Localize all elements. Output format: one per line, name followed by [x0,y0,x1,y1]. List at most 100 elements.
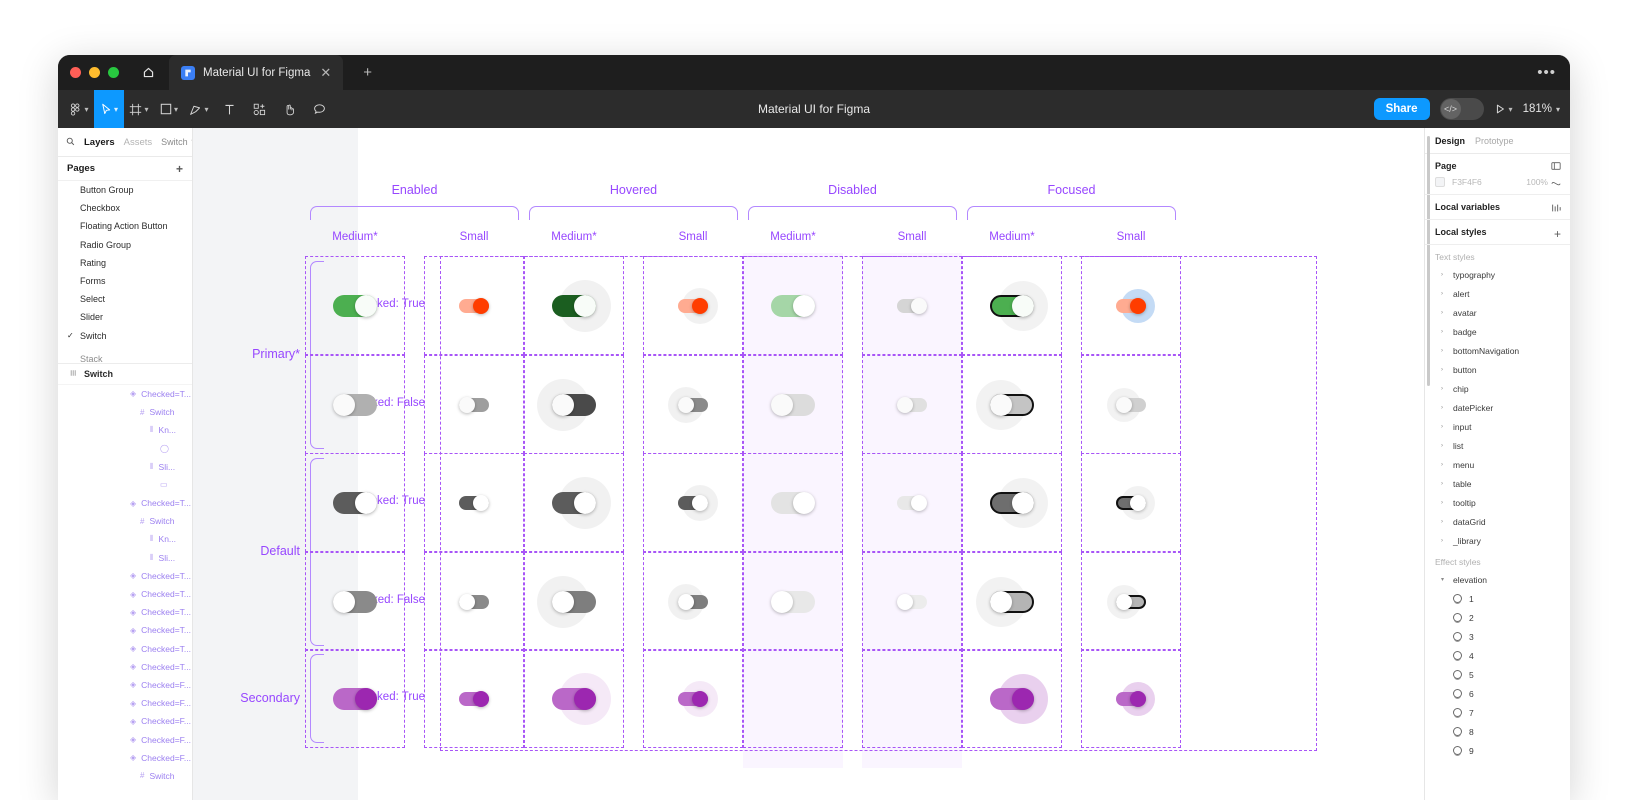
tab-prototype[interactable]: Prototype [1475,135,1514,146]
page-item[interactable]: Rating [58,254,192,272]
text-style-item[interactable]: › datePicker [1425,398,1570,417]
elevation-item[interactable]: 4 [1425,646,1570,665]
page-item[interactable]: Forms [58,272,192,290]
window-controls[interactable] [70,67,119,78]
page-item[interactable]: Button Group [58,181,192,199]
overflow-menu-icon[interactable]: ••• [1537,64,1556,81]
add-style-icon[interactable]: + [1553,227,1561,241]
switch-hovered-small-unchecked[interactable] [668,583,708,620]
switch-hovered-small-checked[interactable] [678,680,718,717]
elevation-item[interactable]: 6 [1425,684,1570,703]
elevation-item[interactable]: 9 [1425,741,1570,760]
text-style-item[interactable]: › bottomNavigation [1425,341,1570,360]
page-item[interactable]: Stack [58,345,192,363]
switch-hovered-medium-unchecked[interactable] [537,378,596,431]
switch-hovered-medium-unchecked[interactable] [537,575,596,628]
close-icon[interactable]: ✕ [320,65,332,80]
text-style-item[interactable]: › typography [1425,265,1570,284]
layer-item[interactable]: ◈ Checked=T... [58,585,192,603]
switch-focused-medium-checked[interactable] [990,280,1048,331]
share-button[interactable]: Share [1373,98,1430,120]
switch-hovered-medium-checked[interactable] [552,279,611,332]
shape-tool-icon[interactable]: ▾ [154,90,184,128]
switch-hovered-small-checked[interactable] [678,287,718,324]
switch-disabled-medium-unchecked[interactable] [771,393,815,416]
switch-enabled-small-unchecked[interactable] [459,396,489,413]
page-item[interactable]: ✓ Switch [58,327,192,345]
frame-tool-icon[interactable]: ▾ [124,90,154,128]
switch-disabled-medium-unchecked[interactable] [771,590,815,613]
text-style-item[interactable]: › dataGrid [1425,512,1570,531]
switch-focused-medium-unchecked[interactable] [976,576,1034,627]
switch-enabled-medium-checked[interactable] [333,687,377,710]
layer-item[interactable]: ◈ Checked=F... [58,730,192,748]
layer-item[interactable]: ◈ Checked=F... [58,749,192,767]
switch-enabled-small-checked[interactable] [459,494,489,511]
switch-focused-small-checked[interactable] [1116,288,1155,323]
layer-item[interactable]: ◈ Checked=F... [58,712,192,730]
page-item[interactable]: Slider [58,308,192,326]
pen-tool-icon[interactable]: ▾ [184,90,214,128]
layer-item[interactable]: ◈ Checked=T... [58,658,192,676]
text-style-item[interactable]: › menu [1425,455,1570,474]
text-style-item[interactable]: › badge [1425,322,1570,341]
switch-enabled-small-checked[interactable] [459,690,489,707]
text-style-item[interactable]: › _library [1425,531,1570,550]
layer-item[interactable]: ▭ [58,476,192,494]
layer-item[interactable]: # Switch [58,403,192,421]
switch-disabled-small-unchecked[interactable] [897,593,927,610]
page-settings-icon[interactable] [1551,161,1561,174]
layer-item[interactable]: ⦀ Sli... [58,458,192,476]
elevation-item[interactable]: 2 [1425,608,1570,627]
layer-item[interactable]: ⦀ Kn... [58,530,192,548]
search-icon[interactable] [66,133,75,151]
switch-hovered-small-unchecked[interactable] [668,386,708,423]
elevation-item[interactable]: 8 [1425,722,1570,741]
page-item[interactable]: Radio Group [58,236,192,254]
elevation-item[interactable]: 3 [1425,627,1570,646]
file-tab[interactable]: Material UI for Figma ✕ [169,55,344,90]
layer-item[interactable]: ◈ Checked=T... [58,621,192,639]
switch-enabled-small-checked[interactable] [459,297,489,314]
text-tool-icon[interactable] [214,90,244,128]
switch-disabled-medium-checked[interactable] [771,294,815,317]
resources-tool-icon[interactable] [244,90,274,128]
switch-disabled-medium-checked[interactable] [771,491,815,514]
page-item[interactable]: Select [58,290,192,308]
layer-item[interactable]: ◈ Checked=T... [58,603,192,621]
text-style-item[interactable]: › table [1425,474,1570,493]
effect-group-elevation[interactable]: ▾ elevation [1425,570,1570,589]
switch-focused-medium-unchecked[interactable] [976,379,1034,430]
layer-item[interactable]: ◯ [58,439,192,457]
switch-enabled-small-unchecked[interactable] [459,593,489,610]
layer-item[interactable]: # Switch [58,512,192,530]
page-fill-row[interactable]: F3F4F6 100% [1435,177,1561,190]
tab-design[interactable]: Design [1435,135,1466,146]
switch-disabled-small-checked[interactable] [897,494,927,511]
tab-layers[interactable]: Layers [84,136,115,148]
text-style-item[interactable]: › tooltip [1425,493,1570,512]
comment-tool-icon[interactable] [304,90,334,128]
elevation-item[interactable]: 1 [1425,589,1570,608]
hand-tool-icon[interactable] [274,90,304,128]
layer-item[interactable]: ◈ Checked=T... [58,640,192,658]
layer-item[interactable]: ◈ Checked=T... [58,385,192,403]
local-variables-section[interactable]: Local variables [1425,195,1570,220]
switch-enabled-medium-unchecked[interactable] [333,393,377,416]
tab-assets[interactable]: Assets [123,136,153,148]
text-style-item[interactable]: › avatar [1425,303,1570,322]
fill-style-icon[interactable] [1551,177,1561,190]
layer-item[interactable]: ◈ Checked=F... [58,676,192,694]
elevation-item[interactable]: 7 [1425,703,1570,722]
dev-mode-toggle[interactable]: </> [1439,98,1484,120]
text-style-item[interactable]: › alert [1425,284,1570,303]
switch-hovered-medium-checked[interactable] [552,672,611,725]
switch-focused-small-unchecked[interactable] [1107,387,1146,422]
present-button[interactable]: ▾ [1494,103,1513,115]
new-tab-icon[interactable]: + [363,64,373,81]
text-style-item[interactable]: › chip [1425,379,1570,398]
right-panel-scrollbar[interactable] [1427,136,1430,386]
switch-focused-small-unchecked[interactable] [1107,584,1146,619]
layer-item[interactable]: ◈ Checked=F... [58,694,192,712]
figma-canvas[interactable]: Enabled Medium* Small Hovered Medium* Small Di… [193,128,1424,800]
